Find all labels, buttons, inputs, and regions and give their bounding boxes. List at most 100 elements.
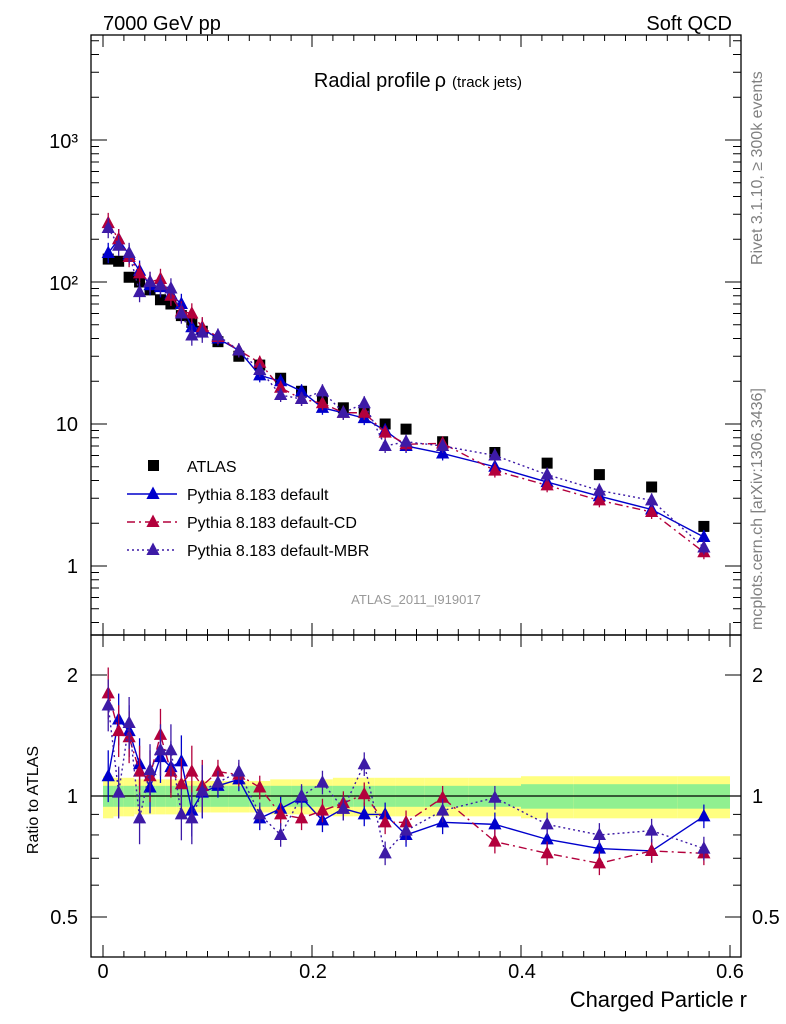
data-point-cd [592, 492, 606, 506]
data-point-mbr [112, 238, 126, 251]
ratio-point-cd [315, 803, 330, 816]
ratio-y-tick-labels: 0.5 1 2 0.5 1 2 [50, 665, 780, 929]
process-label: Soft QCD [646, 13, 732, 35]
ratio-point-cd [174, 776, 188, 790]
ratio-point-mbr [112, 785, 126, 798]
legend-label-cd: Pythia 8.183 default-CD [187, 515, 357, 532]
y-tick-100: 10² [49, 273, 78, 295]
ratio-line-mbr [107, 705, 705, 855]
data-point-cd [274, 380, 288, 393]
ratio-point-mbr [195, 783, 209, 796]
legend: ATLAS Pythia 8.183 default Pythia 8.183 … [127, 459, 369, 560]
data-point-mbr [592, 483, 606, 496]
ratio-point-cd [253, 780, 267, 793]
ratio-point-mbr [143, 762, 157, 776]
ratio-point-mbr [153, 742, 168, 756]
data-point-mbr [101, 220, 115, 234]
data-point-mbr [185, 328, 199, 341]
ratio-y-tick-2-right: 2 [752, 665, 763, 687]
ratio-point-mbr [645, 823, 659, 836]
data-point-cd [185, 306, 199, 319]
x-tick-0.2: 0.2 [299, 961, 327, 983]
ratio-point-cd [645, 843, 659, 856]
ratio-point-default [592, 841, 606, 854]
ratio-point-mbr [294, 788, 309, 802]
data-point-mbr [540, 467, 554, 480]
data-point-cd [132, 265, 147, 279]
data-point-mbr [195, 325, 209, 338]
main-plot-data [101, 212, 711, 560]
ratio-point-cd [185, 764, 199, 777]
ratio-point-mbr [315, 775, 330, 788]
ratio-point-mbr [357, 756, 371, 770]
ratio-point-mbr [436, 803, 450, 816]
mcplots-label: mcplots.cern.ch [arXiv:1306.3436] [749, 388, 766, 630]
ratio-y-tick-1: 1 [67, 786, 78, 808]
ratio-point-mbr [253, 806, 267, 820]
ratio-plot-data [101, 667, 711, 876]
series-line-mbr [107, 227, 705, 549]
data-point-mbr [132, 284, 147, 298]
ratio-point-default [488, 816, 502, 830]
ratio-point-default [101, 768, 115, 782]
data-point-mbr [122, 245, 136, 259]
data-point-mbr [315, 383, 330, 397]
rivet-label: Rivet 3.1.10, ≥ 300k events [749, 71, 766, 265]
ratio-point-cd [378, 814, 392, 828]
data-point-cd [253, 355, 267, 368]
ratio-y-tick-0.5: 0.5 [50, 907, 78, 929]
legend-label-atlas: ATLAS [187, 459, 237, 476]
legend-marker-mbr [146, 542, 160, 556]
analysis-watermark: ATLAS_2011_I919017 [351, 592, 481, 607]
ratio-point-mbr [164, 742, 178, 756]
ratio-point-mbr [592, 827, 606, 840]
ratio-point-cd [274, 806, 288, 820]
data-point-atlas [646, 481, 658, 493]
data-point-default [274, 373, 288, 387]
data-point-atlas [113, 255, 125, 267]
data-point-mbr [357, 395, 371, 409]
data-point-mbr [143, 274, 157, 288]
x-tick-labels: 0 0.2 0.4 0.6 [97, 961, 743, 983]
legend-marker-cd [146, 514, 160, 528]
ratio-line-default [107, 717, 705, 852]
y-tick-1000: 10³ [49, 131, 78, 153]
data-point-cd [645, 504, 659, 518]
ratio-series-mbr [101, 679, 711, 866]
y-tick-1: 1 [67, 556, 78, 578]
ratio-point-mbr [336, 801, 350, 814]
ratio-point-mbr [540, 816, 554, 830]
x-tick-0.6: 0.6 [716, 961, 744, 983]
data-point-default [294, 383, 309, 397]
ratio-point-mbr [274, 827, 288, 840]
data-point-mbr [488, 448, 502, 461]
y-tick-10: 10 [56, 414, 78, 436]
axes [90, 34, 742, 958]
ratio-point-cd [436, 790, 450, 803]
data-point-mbr [399, 434, 413, 447]
data-point-cd [357, 405, 371, 418]
data-point-atlas [593, 469, 605, 481]
ratio-y-tick-2: 2 [67, 665, 78, 687]
data-point-atlas [400, 423, 412, 435]
data-point-cd [378, 425, 392, 438]
data-point-mbr [232, 342, 246, 356]
data-point-mbr [253, 362, 267, 376]
legend-label-mbr: Pythia 8.183 default-MBR [187, 543, 369, 560]
ratio-point-default [357, 806, 371, 820]
ratio-point-cd [357, 786, 371, 800]
ratio-point-mbr [697, 841, 711, 854]
data-point-mbr [164, 281, 178, 294]
ratio-point-default [697, 808, 711, 822]
data-point-atlas [154, 294, 166, 306]
data-point-mbr [436, 438, 450, 452]
data-point-atlas [123, 271, 135, 283]
x-tick-0: 0 [97, 961, 108, 983]
energy-label: 7000 GeV pp [103, 13, 221, 35]
ratio-point-cd [488, 834, 502, 847]
data-point-cd [315, 395, 330, 409]
ratio-point-cd [592, 855, 606, 869]
ratio-point-mbr [378, 845, 392, 859]
main-plot-title: Radial profile ρ (track jets) [314, 70, 522, 92]
ratio-y-tick-0.5-right: 0.5 [752, 907, 780, 929]
